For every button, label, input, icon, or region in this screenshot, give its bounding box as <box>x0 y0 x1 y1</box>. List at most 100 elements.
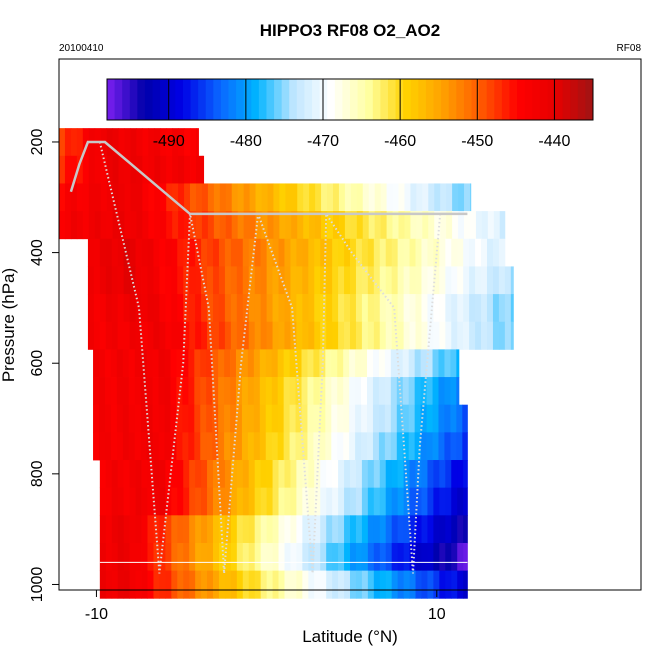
colorbar-swatch <box>418 79 427 120</box>
heatmap-cell <box>338 515 345 544</box>
heatmap-cell <box>135 542 142 572</box>
heatmap-cell <box>213 294 220 323</box>
heatmap-cell <box>438 377 445 406</box>
heatmap-cell <box>105 542 113 572</box>
heatmap-cell <box>154 183 161 212</box>
heatmap-cell <box>207 460 214 489</box>
heatmap-cell <box>201 211 209 240</box>
heatmap-cell <box>134 404 142 433</box>
heatmap-cell <box>283 404 290 433</box>
heatmap-cell <box>307 349 314 378</box>
heatmap-cell <box>172 183 179 212</box>
heatmap-cell <box>218 570 226 599</box>
heatmap-cell <box>308 238 315 267</box>
heatmap-cell <box>230 404 237 433</box>
heatmap-cell <box>213 266 220 295</box>
heatmap-cell <box>427 460 434 489</box>
heatmap-cell <box>426 432 433 461</box>
heatmap-cell <box>331 377 338 406</box>
heatmap-cell <box>451 460 458 489</box>
heatmap-cell <box>189 238 196 267</box>
heatmap-cell <box>172 128 179 157</box>
heatmap-cell <box>112 183 119 212</box>
heatmap-cell <box>237 183 245 212</box>
heatmap-cell <box>99 460 107 489</box>
heatmap-cell <box>481 321 488 350</box>
heatmap-cell <box>247 432 255 461</box>
heatmap-cell <box>344 183 352 212</box>
heatmap-cell <box>392 183 399 212</box>
heatmap-cell <box>355 404 362 433</box>
colorbar-swatch <box>144 79 154 120</box>
heatmap-cell <box>236 321 244 350</box>
heatmap-cell <box>148 211 155 240</box>
heatmap-cell <box>117 542 125 572</box>
heatmap-cell <box>265 349 273 378</box>
heatmap-cell <box>415 542 422 572</box>
heatmap-cell <box>183 294 190 323</box>
heatmap-cell <box>332 542 339 572</box>
heatmap-cell <box>284 321 291 350</box>
heatmap-cell <box>98 377 106 406</box>
heatmap-cell <box>373 515 381 544</box>
heatmap-cell <box>338 570 345 599</box>
heatmap-cell <box>188 377 195 406</box>
heatmap-cell <box>235 404 243 433</box>
heatmap-cell <box>475 211 483 240</box>
heatmap-cell <box>195 294 202 323</box>
heatmap-cell <box>201 460 208 489</box>
heatmap-cell <box>272 294 279 323</box>
heatmap-cell <box>190 183 197 212</box>
heatmap-cell <box>177 542 184 572</box>
heatmap-cell <box>93 404 100 433</box>
heatmap-cell <box>82 128 90 157</box>
heatmap-cell <box>200 349 207 378</box>
colorbar-swatch <box>509 79 518 120</box>
heatmap-cell <box>450 404 457 433</box>
heatmap-cell <box>367 487 375 516</box>
colorbar-swatch <box>479 79 488 120</box>
heatmap-cell <box>457 515 464 544</box>
heatmap-cell <box>236 238 244 267</box>
heatmap-cell <box>367 570 375 599</box>
colorbar-tick-label: -460 <box>384 133 416 150</box>
heatmap-cell <box>248 294 256 323</box>
heatmap-cell <box>422 183 429 212</box>
heatmap-cell <box>213 460 220 489</box>
heatmap-cell <box>230 487 238 516</box>
heatmap-cell <box>123 294 131 323</box>
heatmap-cell <box>421 487 428 516</box>
heatmap-cell <box>452 183 459 212</box>
heatmap-cell <box>195 321 202 350</box>
heatmap-cell <box>457 487 464 516</box>
heatmap-cell <box>230 377 237 406</box>
chart-title: HIPPO3 RF08 O2_AO2 <box>260 21 440 40</box>
heatmap-cell <box>320 460 327 489</box>
heatmap-cell <box>444 377 451 406</box>
heatmap-cell <box>403 570 410 599</box>
heatmap-cell <box>344 460 351 489</box>
heatmap-cell <box>76 183 84 212</box>
heatmap-cell <box>260 515 268 544</box>
heatmap-cell <box>414 349 422 378</box>
heatmap-cell <box>445 238 452 267</box>
heatmap-cell <box>177 460 184 489</box>
heatmap-cell <box>427 570 434 599</box>
heatmap-cell <box>283 349 290 378</box>
heatmap-cell <box>296 487 303 516</box>
heatmap-cell <box>267 211 274 240</box>
heatmap-cell <box>254 294 262 323</box>
heatmap-cell <box>159 570 166 599</box>
heatmap-cell <box>82 155 90 184</box>
heatmap-cell <box>332 570 339 599</box>
heatmap-cell <box>372 377 380 406</box>
heatmap-cell <box>122 432 130 461</box>
colorbar-swatch <box>107 79 116 120</box>
heatmap-cell <box>124 183 131 212</box>
heatmap-cell <box>259 377 267 406</box>
heatmap-cell <box>164 432 171 461</box>
heatmap-cell <box>338 183 346 212</box>
heatmap-cell <box>378 432 386 461</box>
heatmap-cell <box>182 404 189 433</box>
heatmap-cell <box>272 460 279 489</box>
